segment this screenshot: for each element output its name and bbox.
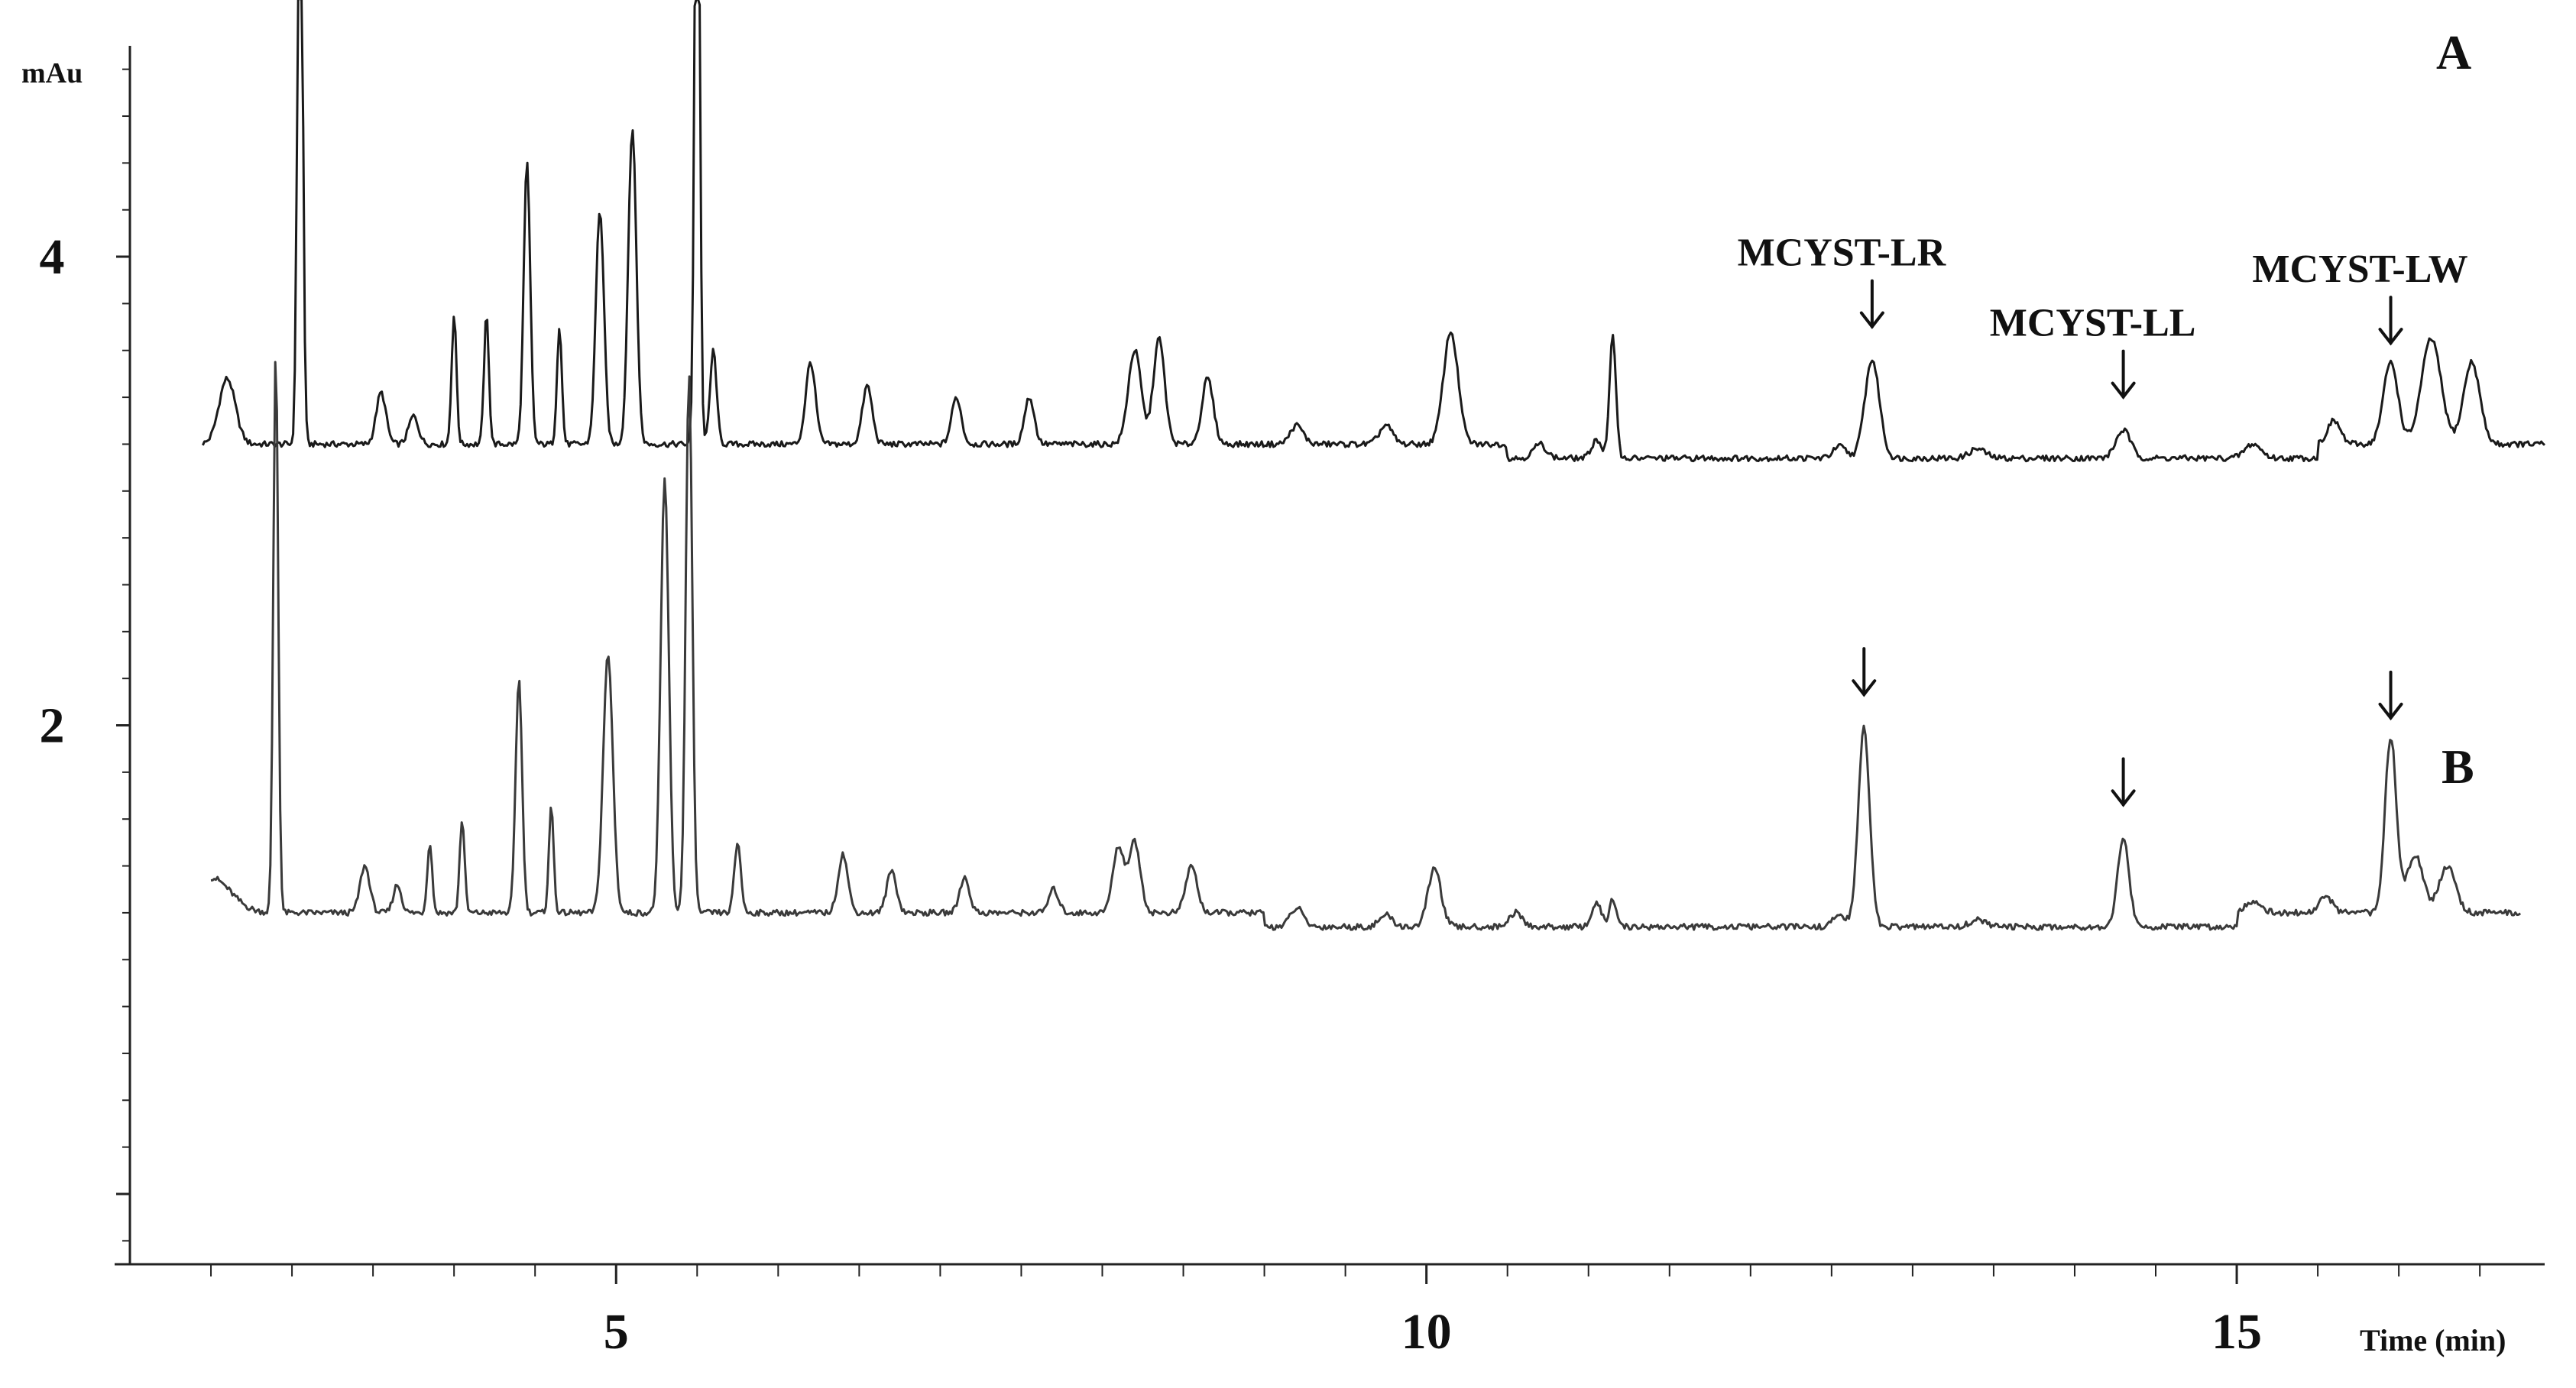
peak-arrow <box>2111 349 2136 400</box>
y-axis-label: mAu <box>21 57 83 89</box>
arrow-head <box>2111 789 2136 807</box>
x-tick-label: 10 <box>1401 1304 1452 1360</box>
peak-arrow <box>1852 647 1877 697</box>
series-b-label: B <box>2442 739 2474 794</box>
y-minor-ticks <box>116 68 130 1242</box>
x-tick-labels: 5 10 15 <box>604 1304 2262 1360</box>
x-axis-label: Time (min) <box>2360 1323 2506 1357</box>
peak-arrow <box>2111 757 2136 807</box>
peak-arrow <box>2378 296 2403 346</box>
peak-arrow <box>2378 670 2403 721</box>
peak-annotations: MCYST-LR MCYST-LL MCYST-LW <box>1738 231 2468 807</box>
arrow-head <box>2111 381 2136 400</box>
peak-arrow <box>1859 279 1884 329</box>
x-minor-ticks <box>210 1264 2481 1284</box>
series-a-label: A <box>2436 25 2471 79</box>
y-tick-label: 4 <box>40 229 65 285</box>
series-a-trace <box>202 0 2545 463</box>
arrow-head <box>1859 311 1884 329</box>
arrow-head <box>2378 702 2403 721</box>
x-tick-label: 5 <box>604 1304 629 1360</box>
peak-label: MCYST-LR <box>1738 231 1947 275</box>
peak-label: MCYST-LW <box>2252 248 2467 291</box>
arrow-head <box>1852 679 1877 697</box>
arrow-head <box>2378 328 2403 346</box>
y-tick-labels: 24 <box>40 229 65 753</box>
x-tick-label: 15 <box>2211 1304 2262 1360</box>
series-b-trace <box>210 361 2522 931</box>
axes <box>115 46 2545 1284</box>
peak-label: MCYST-LL <box>1990 302 2196 345</box>
y-tick-label: 2 <box>40 698 65 754</box>
